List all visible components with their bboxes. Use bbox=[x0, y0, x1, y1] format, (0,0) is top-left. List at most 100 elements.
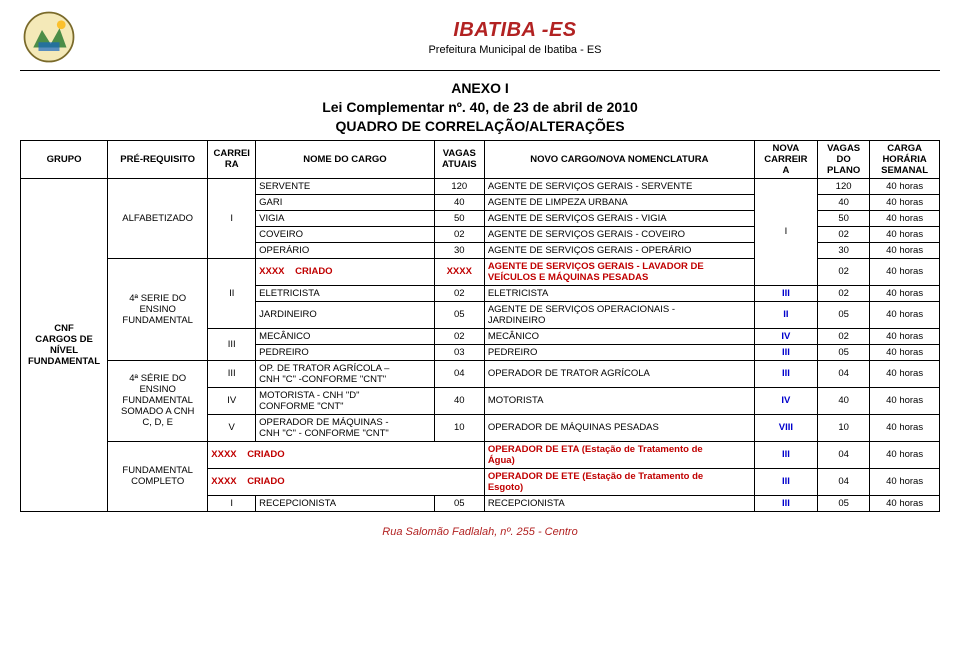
col-nova-carreir: NOVA CARREIR A bbox=[754, 140, 817, 178]
novo-cargo: AGENTE DE SERVIÇOS OPERACIONAIS - JARDIN… bbox=[484, 301, 754, 328]
grupo-cnf: CNF CARGOS DE NÍVEL FUNDAMENTAL bbox=[21, 178, 108, 511]
criado: CRIADO bbox=[247, 449, 284, 460]
carga: 40 horas bbox=[870, 258, 940, 285]
nova-carreira: IV bbox=[754, 328, 817, 344]
cargo-nome: PEDREIRO bbox=[256, 344, 435, 360]
vagas-atuais: 04 bbox=[434, 360, 484, 387]
carga: 40 horas bbox=[870, 226, 940, 242]
prereq-alfabetizado: ALFABETIZADO bbox=[108, 178, 208, 258]
carrei-II: II bbox=[208, 258, 256, 328]
carga: 40 horas bbox=[870, 387, 940, 414]
vagas-plano: 30 bbox=[817, 242, 869, 258]
novo-cargo: MECÂNICO bbox=[484, 328, 754, 344]
municipal-seal-icon bbox=[20, 8, 78, 66]
cargo-nome: GARI bbox=[256, 194, 435, 210]
carga: 40 horas bbox=[870, 301, 940, 328]
vagas-atuais: 02 bbox=[434, 285, 484, 301]
vagas-atuais: XXXX bbox=[434, 258, 484, 285]
novo-cargo: OPERADOR DE ETE (Estação de Tratamento d… bbox=[484, 468, 754, 495]
col-nome: NOME DO CARGO bbox=[256, 140, 435, 178]
cargo-nome: MECÂNICO bbox=[256, 328, 435, 344]
novo-cargo: OPERADOR DE ETA (Estação de Tratamento d… bbox=[484, 441, 754, 468]
cargo-nome: OPERADOR DE MÁQUINAS - CNH "C" - CONFORM… bbox=[256, 414, 435, 441]
cargo-nome: SERVENTE bbox=[256, 178, 435, 194]
cargo-nome: JARDINEIRO bbox=[256, 301, 435, 328]
quadro-line: QUADRO DE CORRELAÇÃO/ALTERAÇÕES bbox=[20, 117, 940, 136]
novo-cargo: AGENTE DE SERVIÇOS GERAIS - SERVENTE bbox=[484, 178, 754, 194]
nova-carreira-alfa: I bbox=[754, 178, 817, 285]
cargo-nome: VIGIA bbox=[256, 210, 435, 226]
vagas-atuais: 03 bbox=[434, 344, 484, 360]
col-prereq: PRÉ-REQUISITO bbox=[108, 140, 208, 178]
col-vagas-plano: VAGAS DO PLANO bbox=[817, 140, 869, 178]
xxxx: XXXX bbox=[259, 266, 284, 277]
vagas-plano: 05 bbox=[817, 495, 869, 511]
vagas-plano: 40 bbox=[817, 194, 869, 210]
vagas-plano: 02 bbox=[817, 328, 869, 344]
correlation-table: GRUPO PRÉ-REQUISITO CARREI RA NOME DO CA… bbox=[20, 140, 940, 512]
prereq-4serie: 4ª SERIE DO ENSINO FUNDAMENTAL bbox=[108, 258, 208, 360]
nova-carreira: III bbox=[754, 495, 817, 511]
nova-carreira: VIII bbox=[754, 414, 817, 441]
carga: 40 horas bbox=[870, 285, 940, 301]
carga: 40 horas bbox=[870, 328, 940, 344]
carga: 40 horas bbox=[870, 468, 940, 495]
vagas-atuais: 05 bbox=[434, 301, 484, 328]
novo-cargo: ELETRICISTA bbox=[484, 285, 754, 301]
vagas-plano: 10 bbox=[817, 414, 869, 441]
table-row: CNF CARGOS DE NÍVEL FUNDAMENTAL ALFABETI… bbox=[21, 178, 940, 194]
vagas-plano: 04 bbox=[817, 360, 869, 387]
vagas-atuais: 02 bbox=[434, 226, 484, 242]
criado: CRIADO bbox=[295, 266, 332, 277]
vagas-atuais: 120 bbox=[434, 178, 484, 194]
vagas-plano: 40 bbox=[817, 387, 869, 414]
cargo-nome: XXXX CRIADO bbox=[256, 258, 435, 285]
letterhead-text: IBATIBA -ES Prefeitura Municipal de Ibat… bbox=[90, 19, 940, 56]
carga: 40 horas bbox=[870, 441, 940, 468]
cargo-nome: OPERÁRIO bbox=[256, 242, 435, 258]
vagas-plano: 120 bbox=[817, 178, 869, 194]
vagas-atuais: 40 bbox=[434, 194, 484, 210]
xxxx: XXXX bbox=[211, 449, 236, 460]
nova-carreira: III bbox=[754, 360, 817, 387]
anexo-line: ANEXO I bbox=[20, 79, 940, 98]
vagas-plano: 04 bbox=[817, 441, 869, 468]
vagas-atuais: 05 bbox=[434, 495, 484, 511]
nova-carreira: III bbox=[754, 441, 817, 468]
vagas-plano: 04 bbox=[817, 468, 869, 495]
col-novo: NOVO CARGO/NOVA NOMENCLATURA bbox=[484, 140, 754, 178]
municipality-subtitle: Prefeitura Municipal de Ibatiba - ES bbox=[90, 44, 940, 56]
xxxx: XXXX bbox=[211, 476, 236, 487]
carrei-alfa: I bbox=[208, 178, 256, 258]
cargo-nome: MOTORISTA - CNH "D" CONFORME "CNT" bbox=[256, 387, 435, 414]
vagas-atuais: 30 bbox=[434, 242, 484, 258]
col-grupo: GRUPO bbox=[21, 140, 108, 178]
novo-cargo: AGENTE DE SERVIÇOS GERAIS - OPERÁRIO bbox=[484, 242, 754, 258]
cargo-nome: XXXX CRIADO bbox=[208, 441, 485, 468]
vagas-plano: 02 bbox=[817, 258, 869, 285]
carga: 40 horas bbox=[870, 242, 940, 258]
carga: 40 horas bbox=[870, 360, 940, 387]
novo-cargo: AGENTE DE LIMPEZA URBANA bbox=[484, 194, 754, 210]
carrei-cnh-IV: IV bbox=[208, 387, 256, 414]
novo-cargo: AGENTE DE SERVIÇOS GERAIS - LAVADOR DE V… bbox=[484, 258, 754, 285]
criado: CRIADO bbox=[247, 476, 284, 487]
cargo-nome: XXXX CRIADO bbox=[208, 468, 485, 495]
document-title: ANEXO I Lei Complementar nº. 40, de 23 d… bbox=[20, 79, 940, 136]
lei-line: Lei Complementar nº. 40, de 23 de abril … bbox=[20, 98, 940, 117]
novo-cargo: OPERADOR DE TRATOR AGRÍCOLA bbox=[484, 360, 754, 387]
carrei-III: III bbox=[208, 328, 256, 360]
vagas-atuais: 50 bbox=[434, 210, 484, 226]
carga: 40 horas bbox=[870, 495, 940, 511]
col-vagas-atuais: VAGAS ATUAIS bbox=[434, 140, 484, 178]
carga: 40 horas bbox=[870, 210, 940, 226]
carga: 40 horas bbox=[870, 344, 940, 360]
letterhead: IBATIBA -ES Prefeitura Municipal de Ibat… bbox=[20, 8, 940, 71]
novo-cargo: RECEPCIONISTA bbox=[484, 495, 754, 511]
carga: 40 horas bbox=[870, 178, 940, 194]
col-carrei: CARREI RA bbox=[208, 140, 256, 178]
vagas-plano: 50 bbox=[817, 210, 869, 226]
prereq-fundamental-completo: FUNDAMENTAL COMPLETO bbox=[108, 441, 208, 511]
cargo-nome: OP. DE TRATOR AGRÍCOLA – CNH "C" -CONFOR… bbox=[256, 360, 435, 387]
prereq-4serie-cnh: 4ª SÉRIE DO ENSINO FUNDAMENTAL SOMADO A … bbox=[108, 360, 208, 441]
